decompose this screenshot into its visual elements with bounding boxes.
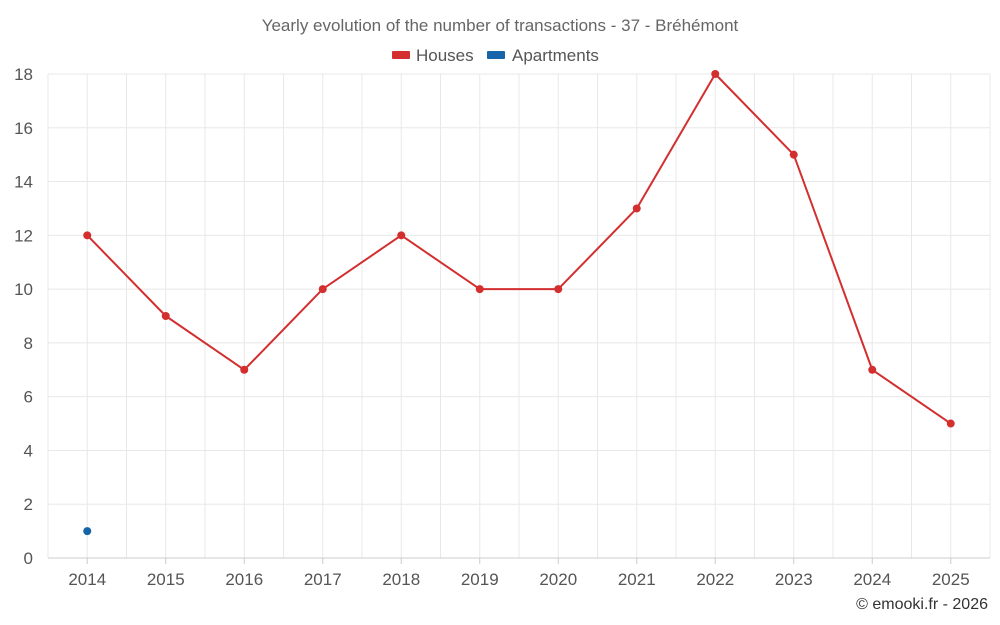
x-tick-label: 2022 [696, 570, 734, 589]
x-tick-label: 2020 [539, 570, 577, 589]
legend-swatch-houses [392, 51, 410, 59]
legend-item-houses[interactable]: Houses [392, 46, 474, 65]
x-tick-label: 2025 [932, 570, 970, 589]
data-point-houses [868, 365, 877, 374]
data-point-houses [397, 231, 406, 240]
data-point-houses [83, 231, 92, 240]
gridlines [47, 73, 991, 558]
y-tick-label: 4 [24, 441, 33, 460]
data-point-houses [789, 150, 798, 159]
legend-label-apartments: Apartments [512, 46, 599, 65]
x-tick-label: 2018 [382, 570, 420, 589]
y-tick-label: 6 [24, 388, 33, 407]
y-tick-label: 8 [24, 334, 33, 353]
data-point-houses [475, 285, 484, 294]
y-tick-label: 16 [14, 119, 33, 138]
y-tick-label: 12 [14, 226, 33, 245]
y-tick-label: 2 [24, 495, 33, 514]
data-point-houses [554, 285, 563, 294]
y-tick-label: 14 [14, 173, 33, 192]
chart-title: Yearly evolution of the number of transa… [262, 16, 739, 35]
x-tick-label: 2015 [147, 570, 185, 589]
data-point-houses [632, 204, 641, 213]
x-tick-label: 2024 [853, 570, 891, 589]
credit-text: © emooki.fr - 2026 [856, 596, 988, 613]
x-tick-label: 2014 [68, 570, 106, 589]
data-point-apartments [83, 527, 92, 536]
legend-swatch-apartments [487, 51, 505, 59]
series-line-houses [86, 73, 952, 425]
x-tick-label: 2023 [775, 570, 813, 589]
data-point-houses [161, 312, 170, 320]
x-tick-label: 2017 [304, 570, 342, 589]
plot-area [83, 70, 955, 536]
x-axis: 2014 2015 2016 2017 2018 2019 2020 2021 2022 2023… [48, 557, 990, 589]
y-axis: 0 2 4 6 8 10 12 14 16 18 [14, 65, 33, 568]
y-tick-label: 10 [14, 280, 33, 299]
legend: Houses Apartments [392, 46, 599, 65]
data-point-houses [318, 285, 327, 294]
x-tick-label: 2021 [618, 570, 656, 589]
x-tick-label: 2019 [461, 570, 499, 589]
legend-label-houses: Houses [416, 46, 474, 65]
legend-item-apartments[interactable]: Apartments [487, 46, 599, 65]
x-tick-label: 2016 [225, 570, 263, 589]
data-point-houses [946, 419, 955, 428]
data-point-houses [240, 365, 249, 374]
data-point-houses [711, 70, 720, 78]
y-tick-label: 18 [14, 65, 33, 84]
y-tick-label: 0 [24, 549, 33, 568]
